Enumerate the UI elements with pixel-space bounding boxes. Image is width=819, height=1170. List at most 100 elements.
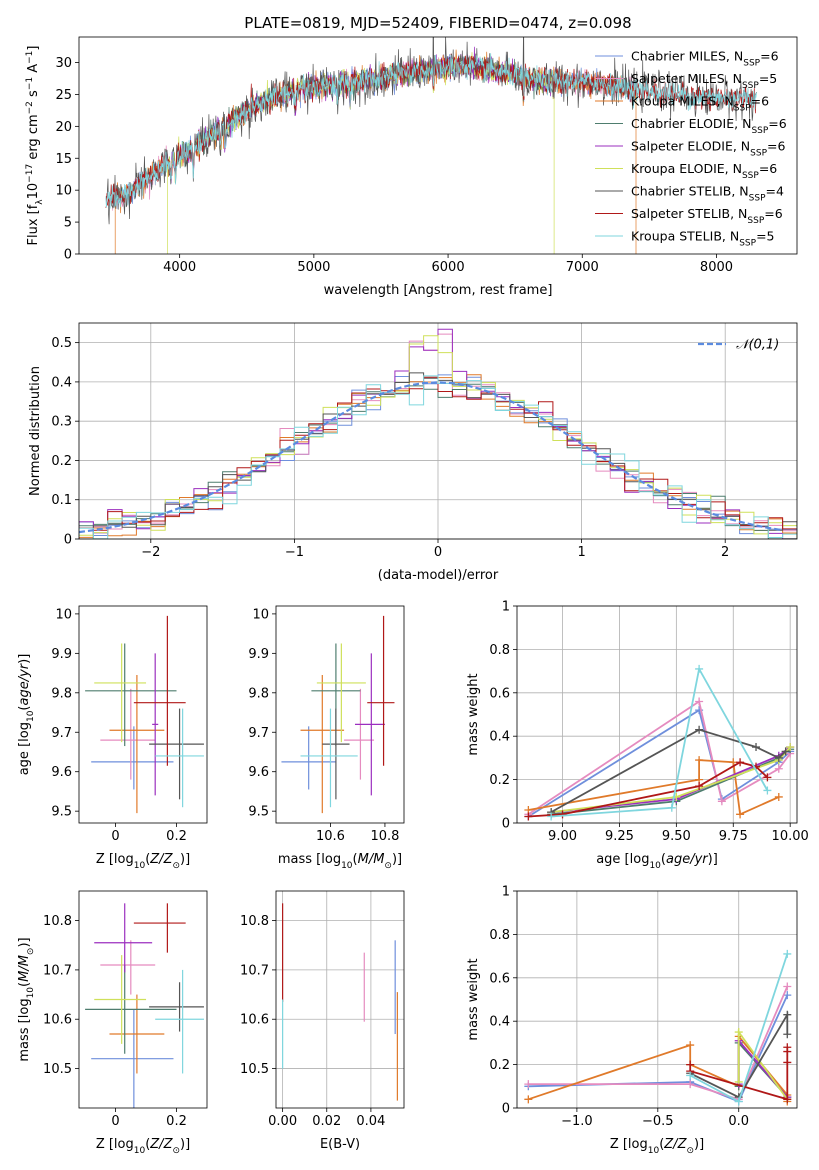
y-tick-label: 0 bbox=[502, 817, 510, 832]
y-axis-label: mass weight bbox=[466, 673, 481, 755]
y-tick-label: 0.2 bbox=[489, 1058, 510, 1073]
x-axis-label-part: Z/Z bbox=[149, 1137, 173, 1152]
legend-label: Chabrier ELODIE, NSSP=6 bbox=[631, 116, 787, 136]
grid bbox=[517, 605, 797, 824]
weight-marker-kroupa-elodie bbox=[734, 1028, 743, 1037]
y-axis-label: age [log10(age/yr)] bbox=[17, 654, 36, 776]
plot-area bbox=[281, 615, 395, 814]
weight-marker-salpeter-stelib bbox=[783, 1043, 792, 1052]
legend-label: Salpeter ELODIE, NSSP=6 bbox=[631, 139, 786, 159]
legend-label-part: Kroupa MILES, N bbox=[631, 94, 734, 109]
y-axis-label-part: 10 bbox=[26, 710, 36, 722]
panel-spectrum: 4000 5000 6000 7000 8000 0 5 10 15 20 25 30 waveleng… bbox=[25, 36, 798, 298]
y-tick-label: 10.5 bbox=[43, 1062, 72, 1077]
panel-residuals: −2 −1 0 1 2 0 0.1 0.2 0.3 0.4 0.5 𝒩(0,1) (data-model… bbox=[28, 322, 798, 583]
x-axis-label-part: M/M bbox=[358, 852, 385, 867]
x-axis-label-part: ⊙ bbox=[686, 1146, 694, 1156]
panel-weight-vs-age: 9.00 9.25 9.50 9.75 10.00 0 0.2 0.4 0.6 0.8 1 age [… bbox=[466, 600, 809, 872]
legend-label: Kroupa MILES, NSSP=6 bbox=[631, 94, 769, 114]
x-tick-label: 6000 bbox=[432, 260, 465, 275]
x-tick-label: 0.0 bbox=[728, 1114, 749, 1129]
y-axis-label-part: age/yr bbox=[17, 662, 32, 705]
y-axis-label-part: ] bbox=[26, 46, 41, 51]
plot-area bbox=[282, 903, 398, 1101]
x-axis-label-part: ( bbox=[353, 852, 358, 867]
y-tick-label: 10.7 bbox=[240, 963, 269, 978]
weight-marker-salpeter-miles bbox=[695, 697, 704, 706]
weight-marker-salpeter-miles bbox=[783, 982, 792, 991]
y-tick-label: 1 bbox=[502, 600, 510, 615]
x-axis-label-part: Z [log bbox=[96, 852, 134, 867]
legend-label-part: Salpeter MILES, N bbox=[631, 71, 742, 86]
weight-marker-kroupa-stelib bbox=[547, 812, 556, 821]
y-tick-label: 9.8 bbox=[51, 686, 72, 701]
axes: 9.00 9.25 9.50 9.75 10.00 0 0.2 0.4 0.6 0.8 1 age [… bbox=[466, 600, 809, 872]
weight-marker-salpeter-stelib bbox=[695, 782, 704, 791]
legend-label-part: Kroupa STELIB, N bbox=[631, 229, 739, 244]
weight-marker-kroupa-elodie bbox=[786, 743, 795, 752]
y-tick-label: 1 bbox=[502, 885, 510, 900]
x-axis-label-part: Z [log bbox=[96, 1137, 134, 1152]
axes-frame bbox=[78, 36, 798, 255]
weight-marker-kroupa-stelib bbox=[686, 1071, 695, 1080]
x-tick-label: 0 bbox=[111, 1114, 119, 1129]
y-tick-label: 30 bbox=[55, 56, 72, 71]
y-tick-label: 9.9 bbox=[51, 647, 72, 662]
weight-marker-salpeter-miles bbox=[717, 797, 726, 806]
y-tick-label: 10 bbox=[252, 607, 269, 622]
y-tick-label: 10.8 bbox=[240, 914, 269, 929]
x-axis-label: Z [log10(Z/Z⊙)] bbox=[610, 1137, 704, 1156]
axes-frame bbox=[78, 605, 208, 824]
legend-label-part: SSP bbox=[743, 59, 760, 69]
plot-area bbox=[85, 903, 204, 1108]
legend-label-part: SSP bbox=[742, 81, 759, 91]
y-tick-label: 0 bbox=[502, 1102, 510, 1117]
weight-marker-chabrier-stelib bbox=[695, 725, 704, 734]
legend-label-part: Salpeter ELODIE, N bbox=[631, 139, 750, 154]
panel-mass-vs-EBV: 0.00 0.02 0.04 10.5 10.6 10.7 10.8 E(B-V) bbox=[240, 890, 405, 1152]
x-axis-label: Z [log10(Z/Z⊙)] bbox=[96, 1137, 190, 1156]
y-axis-label-part: −2 bbox=[25, 101, 35, 114]
legend-label-part: =6 bbox=[768, 116, 786, 131]
plot-area bbox=[79, 328, 797, 539]
x-axis-label-part: )] bbox=[180, 1137, 190, 1152]
weight-marker-kroupa-stelib bbox=[695, 664, 704, 673]
weight-marker-salpeter-stelib bbox=[763, 773, 772, 782]
x-axis-label-part: ⊙ bbox=[384, 861, 392, 871]
weight-marker-chabrier-stelib bbox=[781, 747, 790, 756]
weight-marker-salpeter-miles bbox=[774, 764, 783, 773]
plot-area bbox=[524, 664, 795, 821]
legend-label-part: =6 bbox=[751, 94, 769, 109]
x-tick-label: 0 bbox=[111, 829, 119, 844]
x-axis-label-part: ⊙ bbox=[172, 1146, 180, 1156]
weight-line-salpeter-miles bbox=[527, 700, 791, 816]
x-tick-label: 9.50 bbox=[662, 829, 691, 844]
x-axis-label-part: ( bbox=[145, 1137, 150, 1152]
x-tick-label: 9.00 bbox=[548, 829, 577, 844]
panel-mass-vs-Z: 0 0.210.510.610.710.8Z [log10(Z/Z⊙)]mass … bbox=[17, 890, 208, 1156]
weight-marker-chabrier-stelib bbox=[783, 1010, 792, 1019]
plot-area bbox=[105, 37, 757, 254]
legend-label: Salpeter STELIB, NSSP=6 bbox=[631, 206, 783, 226]
y-tick-label: 0.4 bbox=[51, 375, 72, 390]
y-tick-label: 9.7 bbox=[248, 726, 269, 741]
x-axis-label-part: mass [log bbox=[278, 852, 341, 867]
y-tick-label: 9.9 bbox=[248, 647, 269, 662]
axes: 0.00 0.02 0.04 10.5 10.6 10.7 10.8 E(B-V) bbox=[240, 890, 405, 1152]
x-axis-label-part: Z/Z bbox=[663, 1137, 687, 1152]
plot-area bbox=[524, 949, 792, 1106]
y-tick-label: 0 bbox=[64, 533, 72, 548]
x-tick-label: 1 bbox=[577, 545, 585, 560]
y-axis-label-part: λ bbox=[35, 199, 45, 205]
y-axis-label-part: A bbox=[26, 64, 41, 77]
y-axis-label-part: −17 bbox=[25, 164, 35, 183]
x-tick-label: 10.6 bbox=[316, 829, 345, 844]
x-tick-label: 2 bbox=[721, 545, 729, 560]
weight-marker-salpeter-stelib bbox=[783, 1058, 792, 1067]
weight-marker-chabrier-miles bbox=[783, 991, 792, 1000]
y-tick-label: 0.6 bbox=[489, 971, 510, 986]
axes-frame bbox=[275, 890, 405, 1109]
weight-marker-kroupa-miles bbox=[774, 792, 783, 801]
legend-label: Chabrier STELIB, NSSP=4 bbox=[631, 184, 784, 204]
